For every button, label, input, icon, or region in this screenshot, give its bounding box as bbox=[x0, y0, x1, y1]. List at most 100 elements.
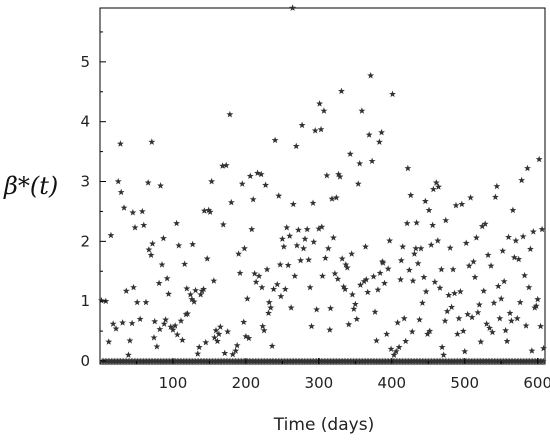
data-point bbox=[160, 234, 167, 242]
data-point bbox=[295, 226, 302, 233]
x-axis-label: Time (days) bbox=[273, 415, 374, 435]
data-point bbox=[258, 283, 266, 291]
data-point bbox=[526, 245, 534, 253]
data-point bbox=[419, 299, 426, 306]
data-point bbox=[112, 325, 120, 332]
data-point bbox=[338, 255, 346, 262]
data-point bbox=[297, 256, 305, 264]
data-point bbox=[375, 138, 383, 145]
data-point bbox=[410, 250, 418, 257]
data-point bbox=[437, 265, 445, 273]
data-point bbox=[183, 285, 191, 292]
data-point bbox=[136, 315, 144, 323]
data-point bbox=[215, 330, 223, 337]
data-point bbox=[441, 317, 449, 324]
data-point bbox=[489, 328, 496, 336]
data-point bbox=[521, 271, 528, 279]
x-tick-label: 200 bbox=[232, 374, 261, 392]
data-point bbox=[158, 261, 166, 268]
data-point bbox=[129, 209, 137, 216]
data-point bbox=[303, 225, 311, 233]
data-point bbox=[390, 351, 398, 358]
data-point bbox=[346, 150, 354, 157]
data-point bbox=[149, 240, 156, 247]
data-point bbox=[122, 287, 130, 294]
data-point bbox=[496, 314, 504, 322]
data-point bbox=[405, 266, 413, 273]
data-point bbox=[537, 322, 545, 330]
data-point bbox=[257, 170, 265, 178]
data-point bbox=[384, 265, 392, 272]
data-point bbox=[449, 265, 457, 273]
data-point bbox=[524, 164, 531, 172]
data-point bbox=[240, 318, 248, 326]
data-point bbox=[484, 251, 492, 259]
data-point bbox=[243, 295, 251, 302]
data-point bbox=[538, 225, 546, 233]
data-point bbox=[105, 338, 113, 345]
data-point bbox=[155, 279, 163, 287]
data-point bbox=[513, 314, 521, 322]
data-point bbox=[416, 316, 423, 323]
data-point bbox=[392, 347, 400, 355]
data-point bbox=[334, 275, 342, 282]
data-point bbox=[459, 327, 467, 334]
data-point bbox=[260, 326, 268, 334]
data-point bbox=[293, 241, 301, 249]
data-point bbox=[128, 319, 136, 327]
data-point bbox=[268, 342, 276, 349]
data-point bbox=[245, 334, 253, 342]
data-point bbox=[167, 323, 175, 330]
data-point-zero bbox=[540, 357, 547, 364]
data-point bbox=[210, 277, 218, 284]
data-point bbox=[452, 201, 460, 209]
data-point bbox=[226, 110, 234, 118]
data-point bbox=[131, 223, 139, 231]
data-point bbox=[323, 171, 331, 179]
data-point bbox=[205, 206, 213, 214]
data-point bbox=[362, 243, 369, 250]
data-point bbox=[480, 287, 488, 294]
data-point bbox=[394, 319, 402, 326]
data-point bbox=[320, 107, 328, 114]
y-tick-label: 0 bbox=[80, 352, 90, 370]
data-point bbox=[505, 233, 512, 241]
data-point bbox=[200, 207, 208, 214]
data-point bbox=[318, 223, 326, 230]
data-point bbox=[214, 337, 221, 345]
data-point bbox=[435, 183, 442, 190]
x-tick-label: 300 bbox=[305, 374, 334, 392]
data-point bbox=[98, 296, 105, 304]
data-point bbox=[397, 256, 405, 264]
data-point bbox=[455, 314, 463, 322]
data-point bbox=[477, 338, 485, 345]
data-point bbox=[462, 239, 470, 247]
data-point bbox=[145, 246, 153, 253]
data-point bbox=[356, 159, 364, 167]
data-point bbox=[324, 244, 332, 252]
data-point bbox=[350, 305, 358, 312]
data-point bbox=[360, 277, 368, 285]
data-point bbox=[395, 343, 403, 351]
data-point bbox=[281, 285, 289, 293]
data-point bbox=[438, 343, 446, 351]
y-tick-label: 4 bbox=[80, 113, 90, 131]
data-point bbox=[286, 232, 294, 239]
data-point bbox=[371, 308, 379, 315]
data-point bbox=[265, 298, 273, 306]
data-point bbox=[157, 182, 164, 189]
data-point bbox=[510, 253, 518, 261]
data-point bbox=[173, 331, 181, 338]
data-point bbox=[165, 290, 172, 297]
data-point bbox=[181, 260, 189, 267]
data-point bbox=[219, 162, 226, 169]
x-tick-label: 400 bbox=[377, 374, 406, 392]
data-point bbox=[414, 259, 422, 267]
data-point bbox=[470, 258, 477, 265]
data-point bbox=[345, 320, 353, 328]
data-point bbox=[232, 347, 240, 354]
data-point bbox=[506, 309, 514, 317]
data-point bbox=[381, 279, 388, 287]
data-point bbox=[249, 195, 257, 203]
data-point bbox=[386, 237, 394, 244]
